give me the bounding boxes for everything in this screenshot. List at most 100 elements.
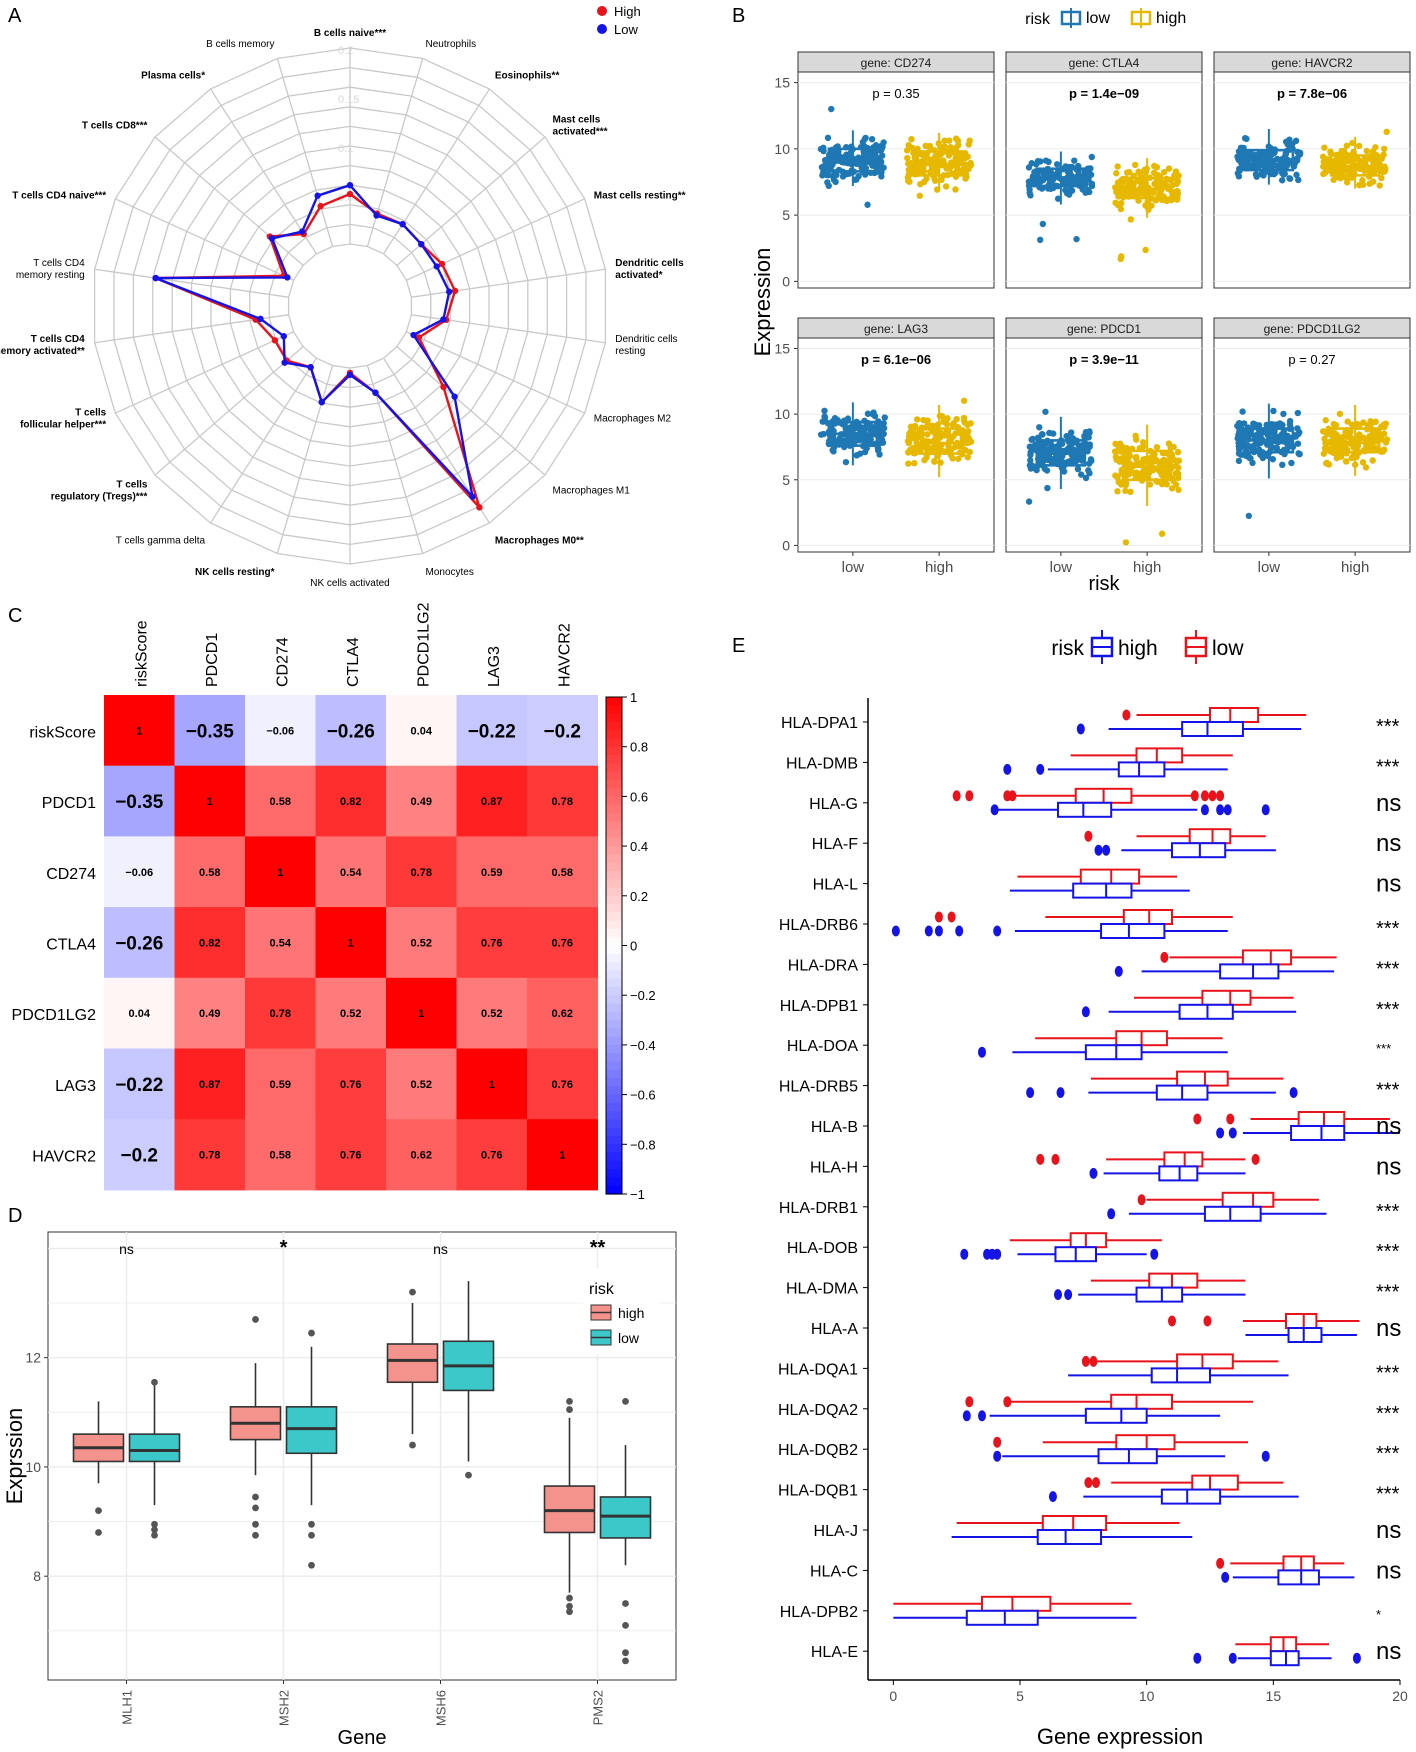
heatmap-value: 1 bbox=[489, 1079, 495, 1091]
y-tick-label: 5 bbox=[782, 472, 790, 488]
outlier-point-low bbox=[1089, 1355, 1098, 1367]
y-tick-label: 15 bbox=[774, 75, 790, 91]
radar-axis-label: Mast cells activated*** bbox=[553, 114, 608, 137]
jitter-point-low bbox=[1064, 179, 1071, 187]
box-high bbox=[1097, 1448, 1158, 1465]
outlier-point bbox=[622, 1621, 629, 1629]
radar-spoke bbox=[115, 198, 294, 281]
heatmap-row-label: PDCD1LG2 bbox=[12, 1007, 97, 1024]
jitter-point-low bbox=[1042, 408, 1049, 415]
heatmap-cell bbox=[527, 695, 598, 767]
radar-point-low bbox=[346, 182, 354, 189]
jitter-point-high bbox=[944, 428, 952, 435]
heatmap-col-label: riskScore bbox=[133, 620, 150, 687]
jitter-point-low bbox=[878, 165, 885, 173]
outlier-point-high bbox=[1064, 1289, 1073, 1301]
outlier-point-high bbox=[993, 925, 1002, 937]
outlier-point-low bbox=[1226, 1113, 1235, 1125]
outlier-point-low bbox=[952, 790, 961, 802]
outlier-point bbox=[566, 1397, 573, 1405]
jitter-point-low bbox=[824, 134, 832, 142]
y-tick-label: 10 bbox=[774, 406, 790, 422]
jitter-point-low bbox=[1294, 409, 1302, 417]
heatmap-cell bbox=[527, 907, 598, 979]
radar-spoke bbox=[411, 268, 606, 298]
colorbar-segment bbox=[606, 920, 622, 930]
y-axis-title: Expression bbox=[750, 248, 775, 357]
jitter-point-high bbox=[1123, 169, 1131, 176]
jitter-point-high bbox=[1141, 166, 1148, 174]
box-low bbox=[1041, 1515, 1108, 1531]
heatmap-cell bbox=[386, 1048, 457, 1120]
radar-axis-label-line: T cells CD4 bbox=[31, 334, 85, 345]
outlier-point-low bbox=[1190, 790, 1199, 802]
outlier-point-high bbox=[1261, 804, 1270, 816]
colorbar-segment bbox=[606, 1136, 622, 1145]
heatmap-value: 0.52 bbox=[481, 1008, 502, 1020]
outlier-point bbox=[151, 1531, 158, 1539]
jitter-point-high bbox=[1126, 452, 1134, 460]
gene-label: HLA-DRB6 bbox=[779, 917, 858, 934]
radar-point-high bbox=[346, 190, 354, 198]
heatmap-cell bbox=[527, 765, 598, 837]
colorbar-tick-label: 1 bbox=[630, 690, 637, 705]
gene-label: HLA-H bbox=[810, 1159, 858, 1176]
colorbar-segment bbox=[606, 928, 622, 938]
legend-title: risk bbox=[1025, 11, 1051, 28]
jitter-point-high bbox=[1362, 464, 1370, 471]
jitter-point-high bbox=[907, 427, 915, 435]
significance-label: *** bbox=[1376, 1403, 1400, 1425]
radar-axis-label-line: Dendritic cells bbox=[615, 258, 684, 269]
jitter-point-low bbox=[1237, 424, 1245, 432]
jitter-point-low bbox=[1293, 157, 1301, 164]
colorbar-segment bbox=[606, 779, 622, 789]
box-low bbox=[1176, 1353, 1234, 1370]
jitter-point-low bbox=[836, 435, 843, 442]
jitter-point-high bbox=[1170, 443, 1177, 451]
jitter-point-low bbox=[867, 424, 874, 431]
heatmap-value: −0.2 bbox=[120, 1146, 158, 1167]
jitter-point-low bbox=[1062, 186, 1069, 194]
jitter-point-low bbox=[821, 156, 829, 164]
colorbar-segment bbox=[606, 1102, 622, 1112]
outlier-point-high bbox=[1054, 1289, 1062, 1301]
heatmap-cell bbox=[315, 907, 387, 979]
heatmap-value: 0.58 bbox=[270, 796, 291, 808]
jitter-point-low bbox=[1028, 436, 1035, 443]
heatmap-cell bbox=[315, 977, 387, 1049]
jitter-point-high bbox=[1174, 190, 1182, 197]
jitter-point-low bbox=[1088, 180, 1096, 187]
outlier-point bbox=[409, 1288, 416, 1296]
jitter-point-high bbox=[1142, 246, 1149, 254]
jitter-point-high bbox=[1113, 170, 1120, 177]
radar-axis-label-line: Macrophages M2 bbox=[594, 413, 672, 424]
radar-tick-label: 0.05 bbox=[338, 192, 359, 204]
jitter-point-high bbox=[1152, 456, 1160, 464]
significance-label: ns bbox=[433, 1241, 448, 1257]
outlier-point-high bbox=[993, 1450, 1002, 1462]
x-tick-label: low bbox=[1050, 559, 1073, 576]
outlier-point bbox=[252, 1520, 259, 1528]
outlier-point-high bbox=[1228, 1652, 1237, 1664]
outlier-point-high bbox=[1221, 1571, 1230, 1583]
outlier-point-high bbox=[1094, 844, 1103, 856]
box-high bbox=[1084, 1407, 1148, 1424]
jitter-point-high bbox=[1120, 479, 1127, 487]
radar-point-low bbox=[307, 364, 314, 371]
radar-axis-label-line: follicular helper*** bbox=[20, 419, 106, 430]
heatmap-value: 0.78 bbox=[552, 796, 573, 808]
jitter-point-high bbox=[1359, 177, 1366, 184]
jitter-point-high bbox=[1127, 488, 1134, 496]
jitter-point-high bbox=[1133, 436, 1140, 443]
facet-title: gene: HAVCR2 bbox=[1271, 56, 1352, 70]
jitter-point-low bbox=[1294, 440, 1302, 447]
jitter-point-high bbox=[911, 459, 918, 467]
heatmap-row-label: HAVCR2 bbox=[32, 1149, 96, 1166]
p-value-label: p = 0.35 bbox=[872, 86, 919, 101]
colorbar-segment bbox=[606, 754, 622, 764]
significance-label: ns bbox=[1376, 830, 1401, 857]
jitter-point-low bbox=[1286, 175, 1294, 182]
jitter-point-high bbox=[903, 147, 911, 154]
jitter-point-low bbox=[1027, 457, 1034, 464]
colorbar-segment bbox=[606, 763, 622, 773]
